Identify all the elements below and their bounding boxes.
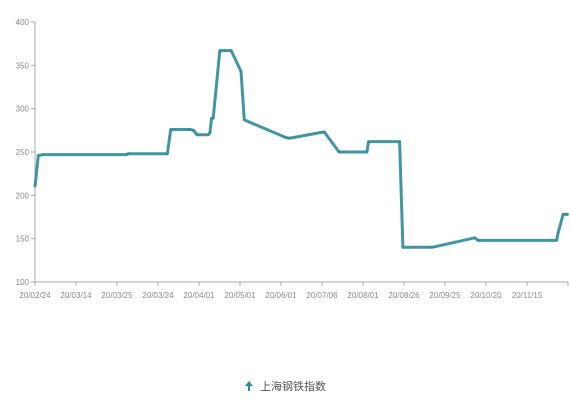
data-point-0-42 bbox=[565, 213, 568, 216]
x-tick-label-4: 20/04/01 bbox=[183, 291, 215, 300]
data-point-0-22 bbox=[284, 136, 287, 139]
data-point-0-26 bbox=[323, 131, 326, 134]
x-tick-label-0: 20/02/24 bbox=[19, 291, 51, 300]
data-point-0-39 bbox=[555, 239, 558, 242]
data-point-0-37 bbox=[477, 239, 480, 242]
data-point-0-31 bbox=[398, 140, 401, 143]
data-point-0-9 bbox=[189, 128, 192, 131]
data-point-0-5 bbox=[128, 152, 131, 155]
x-tick-label-1: 20/03/14 bbox=[60, 291, 92, 300]
data-point-0-29 bbox=[365, 151, 368, 153]
y-tick-label-100: 100 bbox=[16, 278, 30, 287]
y-tick-label-400: 400 bbox=[16, 18, 30, 27]
x-tick-label-5: 20/05/01 bbox=[224, 291, 256, 300]
data-point-0-18 bbox=[223, 49, 226, 52]
data-point-0-40 bbox=[557, 231, 560, 234]
data-point-0-3 bbox=[125, 153, 128, 156]
data-point-0-27 bbox=[338, 151, 341, 153]
data-point-0-7 bbox=[169, 128, 172, 131]
data-point-0-2 bbox=[42, 153, 45, 156]
data-point-0-25 bbox=[321, 131, 324, 134]
data-point-0-41 bbox=[562, 213, 565, 216]
data-point-0-14 bbox=[210, 117, 213, 120]
data-point-0-17 bbox=[220, 49, 223, 52]
data-point-0-34 bbox=[428, 246, 431, 249]
series-line-0 bbox=[33, 49, 568, 249]
data-point-0-11 bbox=[195, 133, 198, 136]
data-point-0-36 bbox=[473, 236, 476, 239]
y-tick-label-150: 150 bbox=[16, 235, 30, 244]
x-tick-label-9: 20/08/26 bbox=[388, 291, 420, 300]
x-tick-label-6: 20/06/01 bbox=[265, 291, 297, 300]
data-point-0-21 bbox=[243, 118, 246, 121]
legend-label: 上海钢铁指数 bbox=[260, 381, 326, 393]
legend[interactable]: 上海钢铁指数 bbox=[0, 378, 570, 394]
data-point-0-23 bbox=[287, 137, 290, 140]
data-point-0-6 bbox=[166, 152, 169, 155]
data-point-0-33 bbox=[413, 246, 416, 249]
data-point-0-4 bbox=[127, 152, 130, 155]
data-point-0-20 bbox=[240, 70, 243, 73]
x-tick-label-2: 20/03/25 bbox=[101, 291, 133, 300]
data-point-0-28 bbox=[343, 151, 346, 153]
data-point-0-43 bbox=[567, 213, 569, 216]
data-point-0-35 bbox=[431, 246, 434, 249]
data-point-0-30 bbox=[367, 140, 370, 143]
data-point-0-1 bbox=[37, 154, 40, 157]
x-tick-label-10: 20/09/25 bbox=[429, 291, 461, 300]
y-tick-label-250: 250 bbox=[16, 148, 30, 157]
data-point-0-8 bbox=[187, 128, 190, 131]
x-tick-label-11: 20/10/20 bbox=[470, 291, 502, 300]
y-tick-label-350: 350 bbox=[16, 61, 30, 70]
data-point-0-32 bbox=[401, 246, 404, 249]
legend-marker-icon bbox=[245, 381, 253, 391]
y-tick-label-300: 300 bbox=[16, 105, 30, 114]
data-point-0-12 bbox=[207, 133, 210, 136]
x-tick-label-12: 20/11/15 bbox=[512, 291, 543, 300]
data-point-0-38 bbox=[478, 239, 481, 242]
data-point-0-13 bbox=[208, 131, 211, 134]
x-tick-label-7: 20/07/06 bbox=[306, 291, 338, 300]
data-point-0-10 bbox=[192, 129, 195, 132]
data-point-0-19 bbox=[230, 49, 233, 52]
data-point-0-15 bbox=[212, 117, 215, 120]
data-point-0-16 bbox=[218, 49, 221, 52]
data-point-0-24 bbox=[289, 137, 292, 140]
x-tick-label-3: 20/03/24 bbox=[142, 291, 174, 300]
data-point-0-0 bbox=[34, 185, 36, 188]
x-tick-label-8: 20/08/01 bbox=[347, 291, 379, 300]
y-tick-label-200: 200 bbox=[16, 191, 30, 200]
